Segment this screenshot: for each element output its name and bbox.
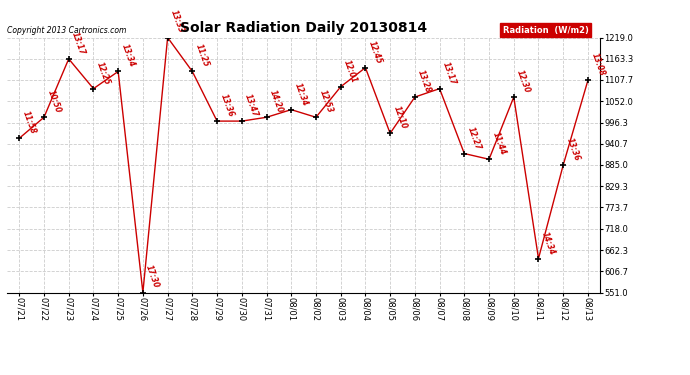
Text: 11:25: 11:25 [194, 43, 210, 69]
Text: 13:33: 13:33 [169, 9, 186, 35]
Text: 13:47: 13:47 [243, 93, 260, 118]
Title: Solar Radiation Daily 20130814: Solar Radiation Daily 20130814 [180, 21, 427, 35]
Text: 13:17: 13:17 [441, 60, 457, 86]
Text: 12:27: 12:27 [466, 125, 482, 151]
Text: 17:30: 17:30 [144, 264, 161, 290]
Text: 13:28: 13:28 [416, 69, 433, 94]
Text: 12:01: 12:01 [342, 58, 359, 84]
Text: 13:08: 13:08 [589, 52, 606, 78]
Text: 12:53: 12:53 [317, 89, 334, 114]
Text: 10:50: 10:50 [46, 89, 62, 114]
Text: 14:34: 14:34 [540, 230, 557, 256]
Text: Radiation  (W/m2): Radiation (W/m2) [502, 26, 589, 35]
Text: 14:20: 14:20 [268, 89, 284, 114]
Text: 12:45: 12:45 [367, 39, 384, 65]
Text: 13:36: 13:36 [564, 136, 581, 162]
Text: 12:34: 12:34 [293, 81, 309, 107]
Text: 11:58: 11:58 [21, 110, 37, 135]
Text: 13:17: 13:17 [70, 30, 87, 56]
Text: Copyright 2013 Cartronics.com: Copyright 2013 Cartronics.com [7, 26, 126, 35]
Text: 13:36: 13:36 [219, 93, 235, 118]
Text: 11:44: 11:44 [491, 131, 507, 156]
Text: 12:10: 12:10 [391, 105, 408, 130]
Text: 12:25: 12:25 [95, 60, 112, 86]
Text: 13:34: 13:34 [119, 43, 136, 69]
Text: 12:30: 12:30 [515, 69, 532, 94]
